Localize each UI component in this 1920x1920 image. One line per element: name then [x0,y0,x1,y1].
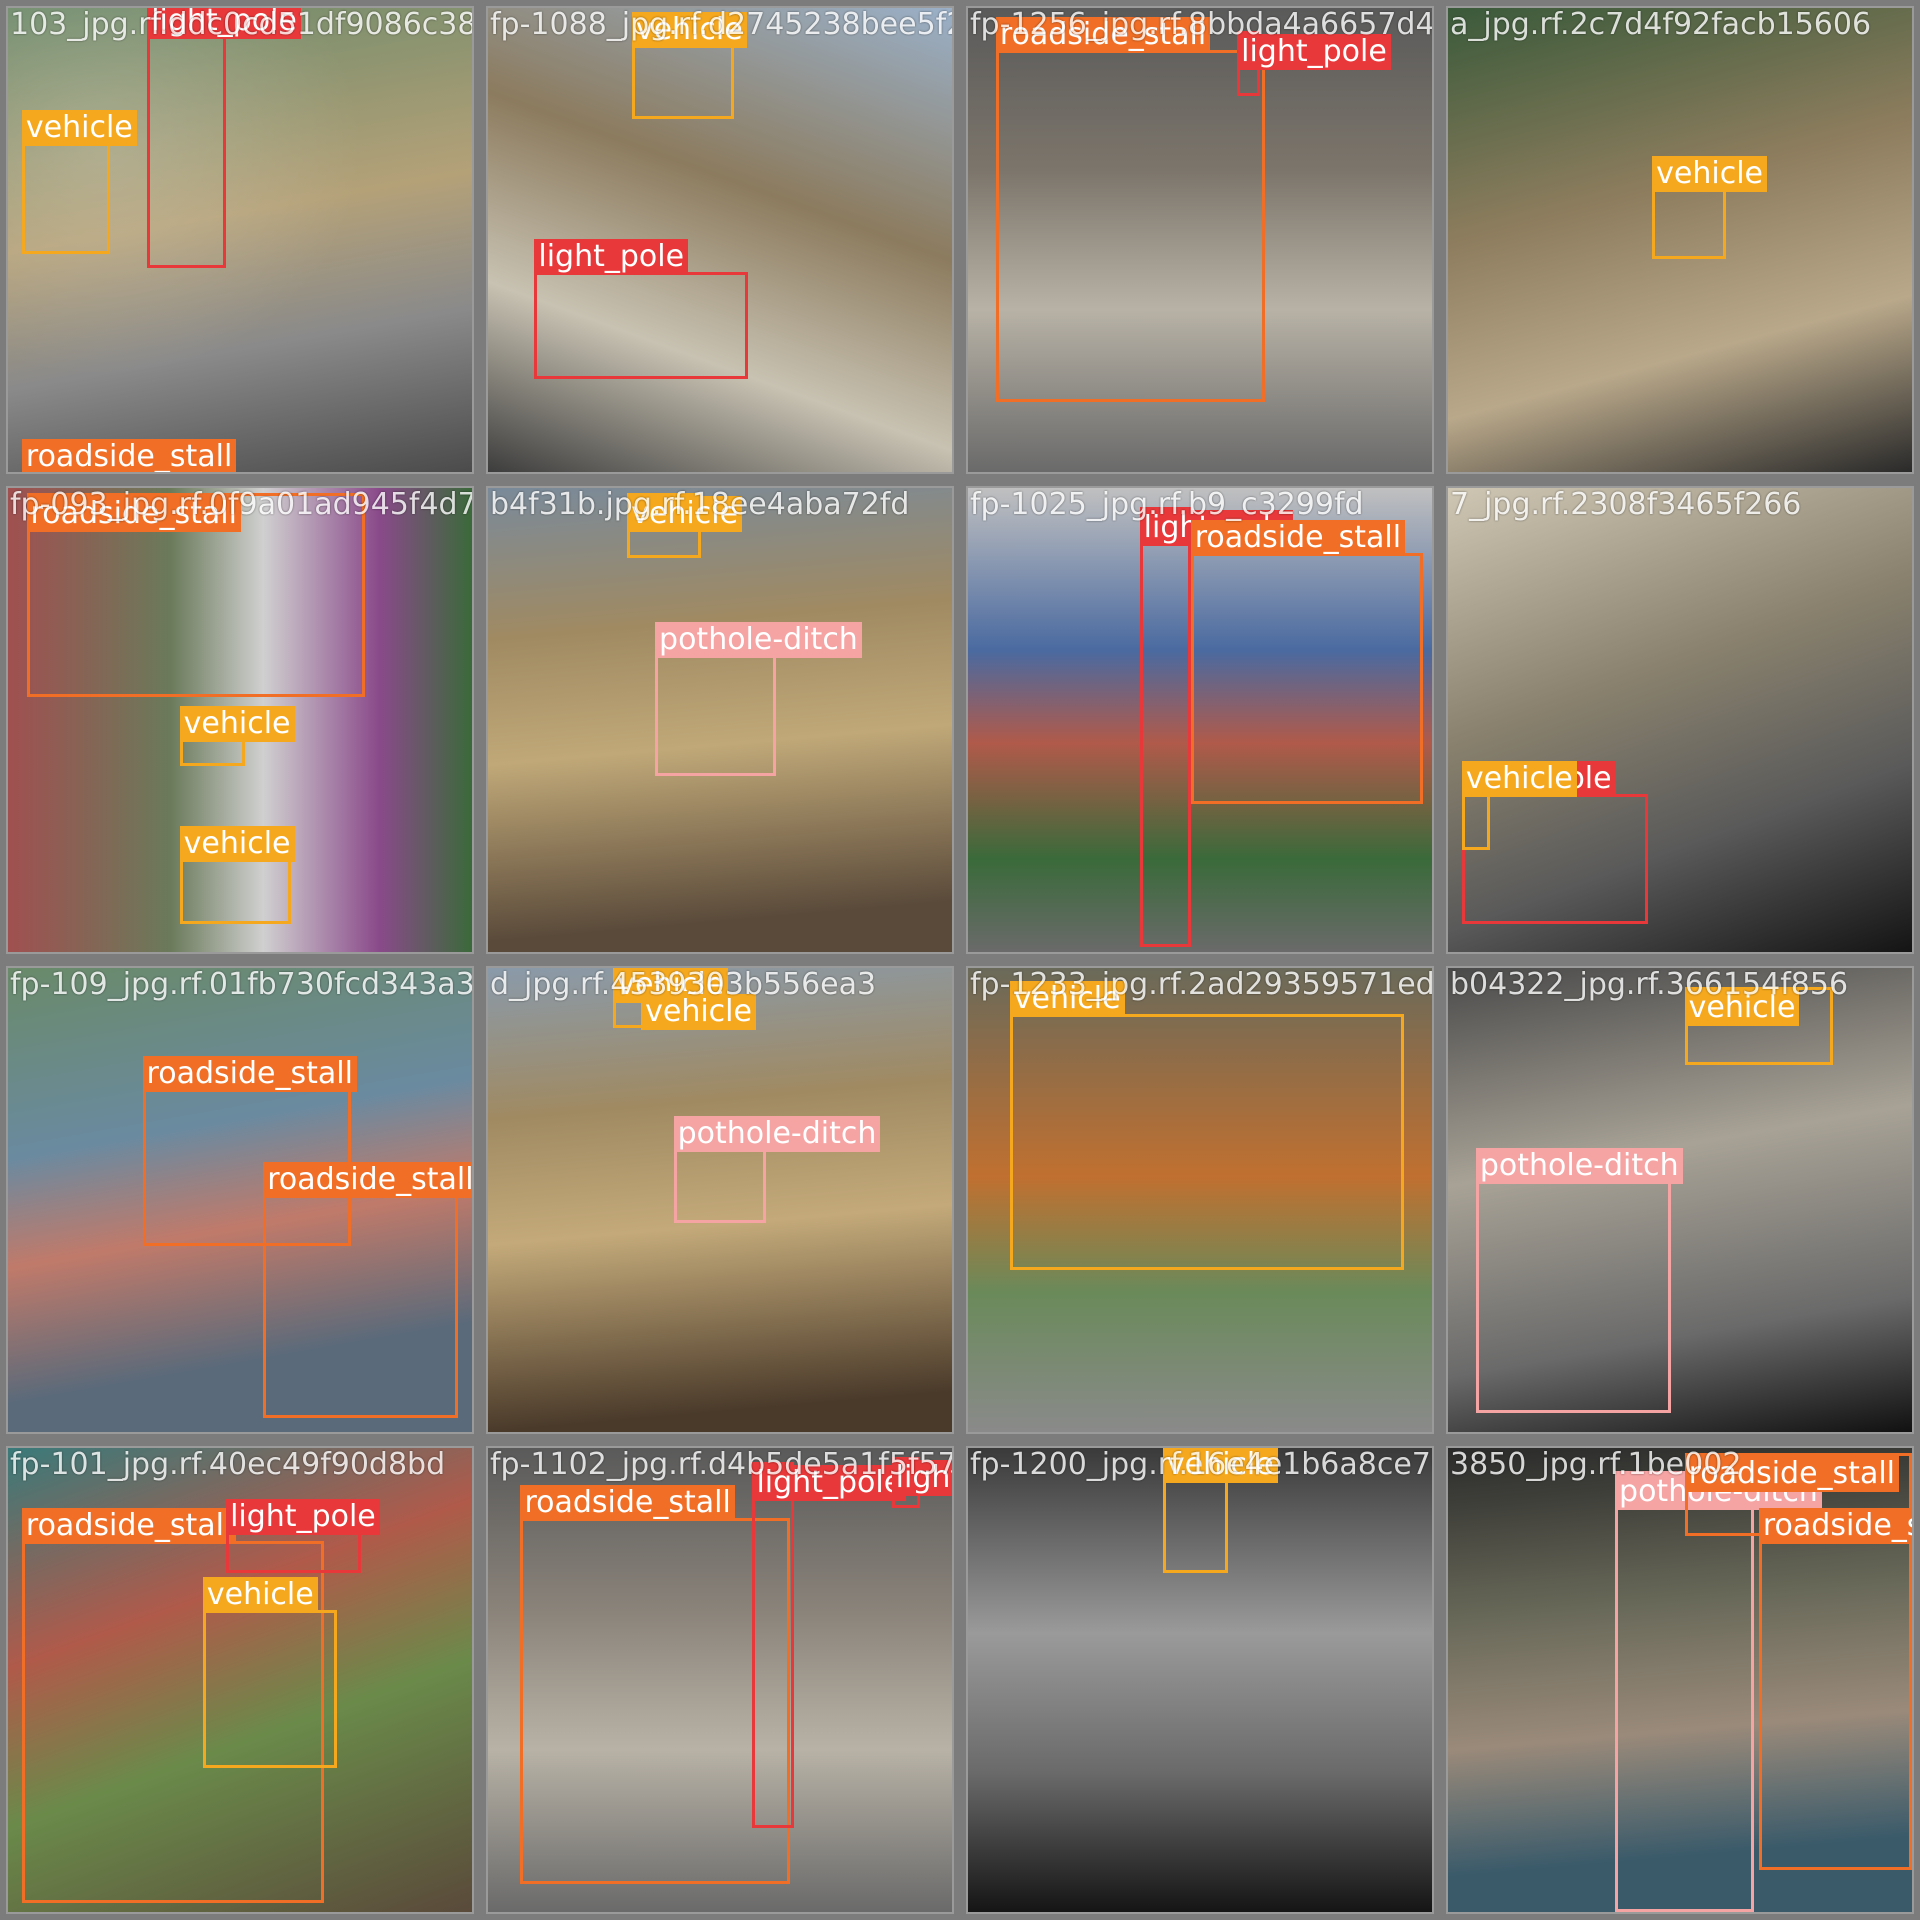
detection-label: roadside_stall [520,1484,735,1521]
detection-label: roadside_stall [995,16,1211,53]
detection-label: vehicle [1009,981,1125,1018]
bounding-box-pothole-ditch: pothole-ditch [1475,1148,1683,1414]
bounding-box-light_pole: light_pole [752,1461,907,1829]
detection-label: vehicle [1461,761,1577,798]
bounding-box-roadside_stall: roadside_stall [520,1484,790,1885]
detection-label: light_pole [226,1498,380,1535]
detection-label: roadside_stall [142,1055,357,1092]
bounding-box-light_pole: light_pole [534,239,748,380]
mosaic-tile: roadside_stalllight_polelight_polefp-110… [486,1446,954,1914]
photo [8,968,472,1432]
bounding-box-vehicle: vehicle [1162,1448,1278,1574]
detection-label: roadside_stall [21,1507,237,1544]
photo [488,488,952,952]
bounding-box-vehicle: vehicle [1009,981,1405,1270]
detection-label: vehicle [1652,155,1768,192]
detection-label: vehicle [641,994,756,1031]
bounding-box-vehicle: vehicle [1652,155,1768,259]
detection-label: roadside_stall [1758,1507,1912,1544]
mosaic-tile: vehicle pothole-ditch b04322_jpg.rf.366154… [1446,966,1914,1434]
detection-label: pothole-ditch [673,1115,881,1152]
bounding-box-roadside_stall: roadside_stall [1190,519,1423,804]
mosaic-tile: roadside_stall vehicle vehicle fp-093_jpg.r… [6,486,474,954]
detection-label: roadside_stall [26,495,241,532]
detection-label: roadside_stall [1190,519,1406,556]
detection-label: roadside_stall [1684,1455,1899,1492]
bounding-box-roadside_stall: roadside_stall [1758,1507,1912,1871]
photo [8,8,472,472]
mosaic-tile: vehicle a_jpg.rf.2c7d4f92facb15606 [1446,6,1914,474]
photo [968,8,1432,472]
detection-label: vehicle [1684,989,1800,1026]
bounding-box-pothole-ditch: pothole-ditch [655,622,862,776]
photo [488,968,952,1432]
mosaic-tile: roadside_stall roadside_stall fp-109_jpg.r… [6,966,474,1434]
bounding-box-vehicle: vehicle [179,705,295,767]
bounding-box-vehicle: vehicle [631,12,747,120]
detection-label: vehicle [627,495,743,532]
bounding-box-roadside_stall: roadside_stall [21,1507,324,1903]
bounding-box-light_pole: light_pole [1461,761,1648,925]
detection-label: vehicle [179,705,295,742]
bounding-box-vehicle: vehicle [1684,986,1834,1066]
mosaic-tile: light_pole vehicle roadside_stall 103_jpg.r… [6,6,474,474]
bounding-box-vehicle: vehicle [1461,761,1577,850]
photo [968,488,1432,952]
photo [1448,968,1912,1432]
bounding-box-roadside_stall: roadside_stall [26,492,366,697]
detection-label: roadside_stall [21,439,237,472]
mosaic-tile: vehicle fp-1200_jpg.rf.16e4e1b6a8ce70 [966,1446,1434,1914]
photo [488,1448,952,1912]
detection-label: light_pole [1237,34,1391,71]
detection-label: light_pole [534,239,689,276]
detection-label: light_pole [891,1460,952,1497]
bounding-box-vehicle: vehicle [179,826,295,925]
bounding-box-light_pole: light_pole [147,8,301,268]
photo [1448,488,1912,952]
detection-label: light_pole [752,1464,907,1501]
photo [968,1448,1432,1912]
mosaic-tile: roadside_stall light_pole fp-1256_jpg.rf.8… [966,6,1434,474]
photo [1448,8,1912,472]
bounding-box-light_pole: light_pole [1237,31,1391,97]
detection-label: vehicle [631,12,747,49]
mosaic-tile: light_poleroadside_stallfp-1025_jpg.rf.b… [966,486,1434,954]
bounding-box-pothole-ditch: pothole-ditch [1615,1471,1822,1912]
bounding-box-vehicle: vehicle [641,991,756,1031]
detection-label: roadside_stall [263,1162,472,1199]
bounding-box-light_pole: light_pole [891,1457,952,1509]
bounding-box-light_pole: light_pole [1139,506,1294,948]
photo [968,968,1432,1432]
bounding-box-roadside_stall: roadside_stall [142,1055,357,1247]
bounding-box-pothole-ditch: pothole-ditch [673,1115,881,1224]
bounding-box-light_pole: light_pole [226,1498,380,1574]
bounding-box-vehicle: vehicle [21,109,137,254]
detection-label: pothole-ditch [655,622,862,659]
detection-label: light_pole [147,8,301,39]
bounding-box-roadside_stall: roadside_stall [995,16,1265,403]
detection-label: vehicle [202,1577,318,1614]
mosaic-tile: vehicle pothole-ditch b4f31b.jpg.rf.18ee4a… [486,486,954,954]
detection-label: pothole-ditch [1475,1148,1683,1185]
mosaic-tile: vehicle light_pole fp-1088_jpg.rf.d2745238… [486,6,954,474]
bounding-box-vehicle: vehicle [202,1577,338,1769]
detection-label: vehicle [1162,1448,1278,1484]
detection-label: vehicle [21,109,137,146]
mosaic-tile: vehicle vehicle pothole-ditch d_jpg.rf.4539… [486,966,954,1434]
detection-label: vehicle [179,826,295,863]
bounding-box-roadside_stall: roadside_stall [21,439,237,472]
bounding-box-vehicle: vehicle [627,492,743,558]
mosaic-tile: roadside_stall light_pole vehicle fp-101_jp… [6,1446,474,1914]
bounding-box-roadside_stall: roadside_stall [263,1162,472,1419]
mosaic-tile: light_polevehicle7_jpg.rf.2308f3465f266 [1446,486,1914,954]
